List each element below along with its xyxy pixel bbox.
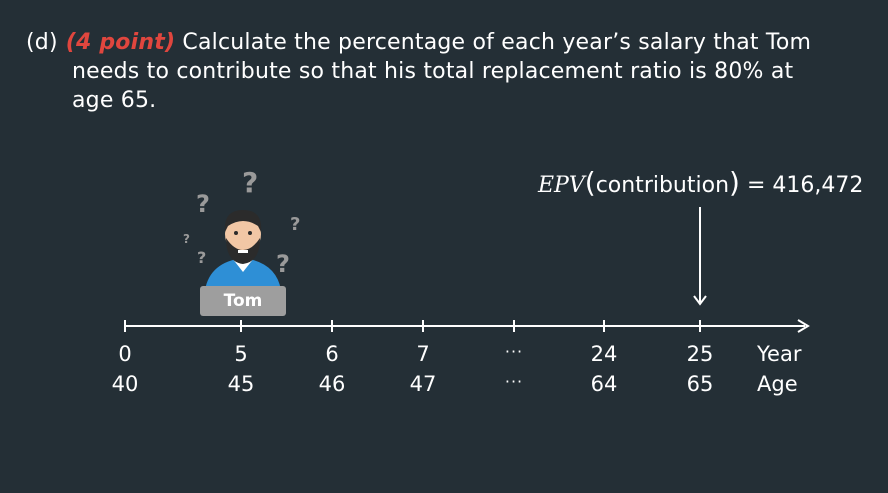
epv-arrow-head [693,295,707,306]
age-label: 45 [227,372,255,396]
tom-name-tag: Tom [200,286,286,316]
year-label: 0 [118,342,132,366]
year-label: 24 [590,342,618,366]
epv-function: EPV [538,173,585,198]
year-label: 7 [416,342,430,366]
question-mark-icon: ? [183,232,190,246]
year-ellipsis: ··· [504,342,524,361]
age-axis-label: Age [757,372,798,396]
age-ellipsis: ··· [504,372,524,391]
question-mark-icon: ? [197,248,207,267]
year-label: 25 [686,342,714,366]
question-text: (d) (4 point) Calculate the percentage of… [26,28,846,115]
question-line-1: Calculate the percentage of each year’s … [182,30,812,55]
question-mark-icon: ? [290,214,301,235]
timeline-arrow-head [797,319,810,333]
year-label: 6 [325,342,339,366]
year-axis-label: Year [757,342,802,366]
question-points: (4 point) [65,30,176,55]
epv-value: = 416,472 [746,173,864,198]
age-label: 46 [318,372,346,396]
epv-formula: EPV(contribution) = 416,472 [538,166,864,199]
tom-avatar [205,210,281,290]
age-label: 40 [111,372,139,396]
question-number: (d) [26,30,58,55]
question-mark-icon: ? [242,166,259,199]
age-label: 47 [409,372,437,396]
question-line-3: age 65. [72,88,157,113]
epv-argument: contribution [595,173,730,198]
question-line-2: needs to contribute so that his total re… [72,59,794,84]
question-mark-icon: ? [196,190,210,218]
year-label: 5 [234,342,248,366]
age-label: 64 [590,372,618,396]
question-mark-icon: ? [276,250,290,278]
age-label: 65 [686,372,714,396]
